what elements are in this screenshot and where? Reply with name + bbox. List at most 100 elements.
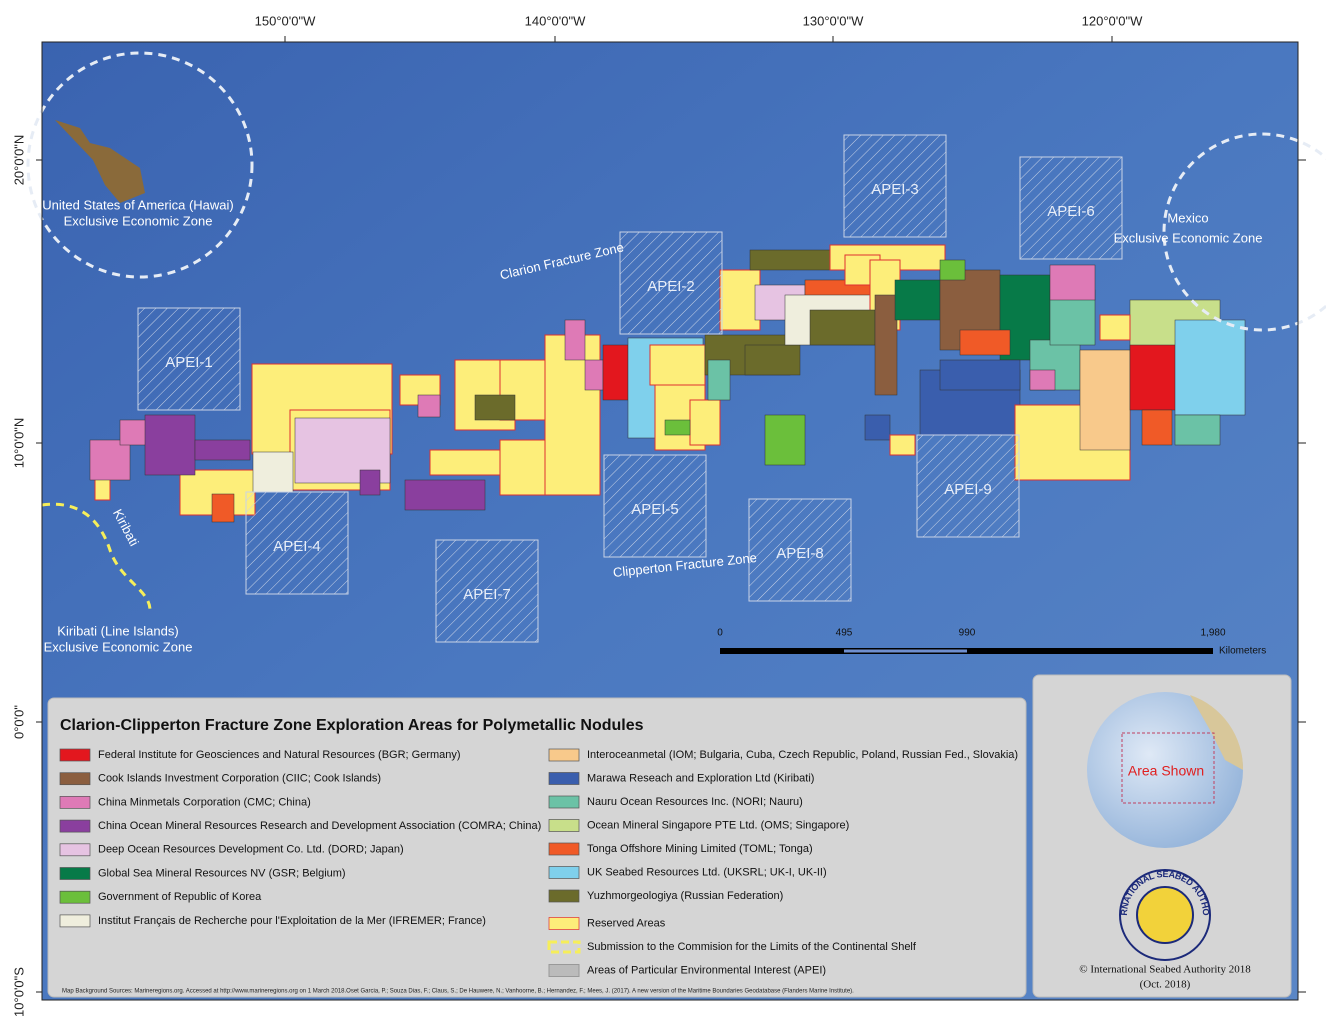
scale-label: 495 (836, 628, 853, 639)
contract-area (1079, 349, 1131, 451)
contract-area (474, 394, 516, 421)
apei-area (245, 491, 349, 595)
kiribati-submission (41, 502, 152, 611)
contract-area (89, 439, 131, 481)
scale-label: 1,980 (1200, 628, 1225, 639)
legend-swatch (59, 867, 91, 880)
apei-area (916, 434, 1020, 538)
place-label: United States of America (Hawai) (42, 197, 233, 212)
legend-label: Areas of Particular Environmental Intere… (587, 964, 826, 976)
apei-label: APEI-9 (944, 481, 992, 498)
legend-swatch (548, 889, 580, 903)
legend-swatch (548, 866, 580, 879)
apei-area (435, 539, 539, 643)
contract-area (1029, 369, 1056, 391)
contract-area (602, 344, 629, 401)
legend-label: Federal Institute for Geosciences and Na… (98, 749, 461, 761)
legend-label: Government of Republic of Korea (98, 891, 262, 903)
apei-area (843, 134, 947, 238)
scale-unit: Kilometers (1219, 646, 1266, 657)
contract-area (584, 359, 604, 391)
sources: Map Background Sources: Marineregions.or… (62, 989, 854, 995)
latitude-label: 0°0'0" (11, 705, 26, 739)
contract-area (689, 399, 721, 446)
contract-area (564, 319, 586, 361)
contract-area (1049, 264, 1096, 301)
contract-area (894, 279, 941, 321)
legend-label: UK Seabed Resources Ltd. (UKSRL; UK-I, U… (587, 866, 827, 878)
legend-swatch (548, 842, 580, 856)
contract-area (404, 479, 486, 511)
contract-area (939, 359, 1021, 391)
contract-area (744, 344, 801, 376)
apei-area (748, 498, 852, 602)
apei-label: APEI-2 (647, 278, 695, 295)
legend-swatch (548, 772, 580, 785)
exploration-areas (89, 244, 1246, 523)
legend-label: Nauru Ocean Resources Inc. (NORI; Nauru) (587, 796, 803, 808)
contract-area (1174, 319, 1246, 416)
longitude-label: 140°0'0"W (525, 13, 586, 28)
scale-label: 0 (717, 628, 723, 639)
contract-area (1141, 409, 1173, 446)
legend-label: Yuzhmorgeologiya (Russian Federation) (587, 890, 783, 902)
legend-label: Global Sea Mineral Resources NV (GSR; Be… (98, 867, 346, 879)
scale-label: 990 (959, 628, 976, 639)
legend-label: China Ocean Mineral Resources Research a… (98, 820, 541, 832)
contract-area (719, 269, 761, 331)
legend-title: Clarion-Clipperton Fracture Zone Explora… (60, 717, 644, 734)
apei-label: APEI-7 (463, 586, 511, 603)
longitude-label: 150°0'0"W (255, 13, 316, 28)
contract-area (707, 359, 731, 401)
contract-area (889, 434, 916, 456)
legend-swatch (548, 748, 580, 762)
copyright-date: (Oct. 2018) (1140, 979, 1191, 991)
apei-label: APEI-4 (273, 538, 321, 555)
map-frame (41, 41, 1299, 1001)
globe (1087, 692, 1243, 848)
globe-land (1190, 695, 1244, 770)
contract-area (359, 469, 381, 496)
apei-label: APEI-3 (871, 181, 919, 198)
contract-area (874, 294, 898, 396)
area-shown-label: Area Shown (1128, 763, 1204, 779)
legend-panel (47, 697, 1027, 998)
contract-area (959, 329, 1011, 356)
contract-area (252, 451, 294, 493)
overlays (26, 51, 1326, 654)
contract-area (749, 249, 831, 271)
contract-area (194, 439, 251, 461)
legend-label: Deep Ocean Resources Development Co. Ltd… (98, 844, 404, 856)
apei-area (603, 454, 707, 558)
place-label: Exclusive Economic Zone (64, 213, 213, 228)
contract-area (429, 449, 511, 476)
legend-label: Interoceanmetal (IOM; Bulgaria, Cuba, Cz… (587, 749, 1018, 761)
legend-swatch (59, 914, 91, 928)
legend-label: Institut Français de Recherche pour l'Ex… (98, 915, 486, 927)
legend-swatch (59, 843, 91, 857)
longitude-label: 120°0'0"W (1082, 13, 1143, 28)
place-label: Mexico (1167, 210, 1208, 225)
contract-area (417, 394, 441, 418)
logo-ring (1119, 869, 1211, 961)
legend-swatch (59, 819, 91, 833)
logo-center (1136, 886, 1194, 944)
place-label: Exclusive Economic Zone (1114, 230, 1263, 245)
legend-swatch (548, 819, 580, 832)
place-label: Exclusive Economic Zone (44, 639, 193, 654)
legend-swatch (548, 917, 580, 930)
legend-swatch (547, 940, 581, 954)
legend-swatch (59, 772, 91, 786)
contract-area (211, 493, 235, 523)
apei-area (619, 231, 723, 335)
contract-area (764, 414, 806, 466)
legend-label: Tonga Offshore Mining Limited (TOML; Ton… (587, 843, 813, 855)
contract-area (499, 439, 546, 496)
contract-area (1174, 414, 1221, 446)
apei-area (137, 307, 241, 411)
legend-label: Submission to the Commision for the Limi… (587, 941, 917, 953)
contract-area (649, 344, 706, 386)
contract-area (809, 309, 876, 346)
